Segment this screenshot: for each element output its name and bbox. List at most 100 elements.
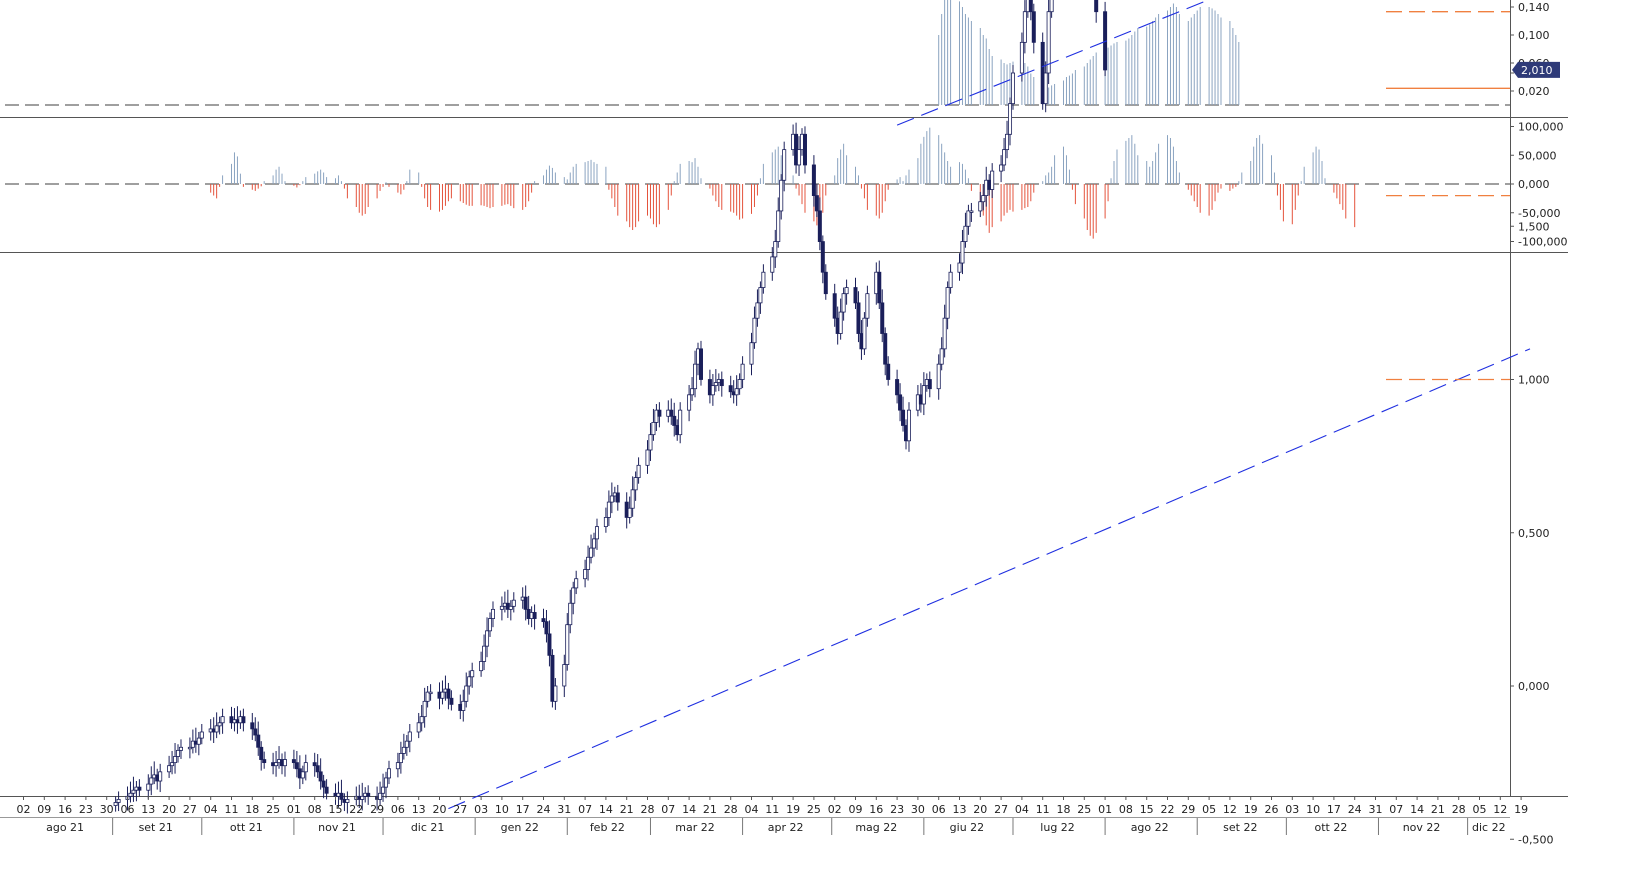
candle-body <box>511 599 516 607</box>
price-panel <box>113 0 1108 814</box>
candle-body <box>422 700 427 718</box>
candle-body <box>669 409 674 417</box>
x-day-label: 25 <box>807 803 821 816</box>
x-day-label: 09 <box>37 803 51 816</box>
candle-body <box>945 287 950 319</box>
x-day-label: 15 <box>329 803 343 816</box>
candle-body <box>921 385 926 405</box>
x-day-label: 07 <box>661 803 675 816</box>
oscillator-y-tick-label: 0,000 <box>1518 178 1550 191</box>
candle-body <box>395 762 400 770</box>
candle-body <box>256 734 261 748</box>
x-day-label: 02 <box>17 803 31 816</box>
x-day-label: 13 <box>141 803 155 816</box>
candle-body <box>678 409 683 436</box>
x-day-label: 21 <box>1431 803 1445 816</box>
candle-body <box>898 394 903 411</box>
candle-body <box>568 602 573 626</box>
x-day-label: 06 <box>932 803 946 816</box>
candle-body <box>262 759 267 764</box>
x-day-label: 30 <box>911 803 925 816</box>
candle-body <box>1049 0 1054 13</box>
middle-oscillator-panel <box>5 127 1510 239</box>
candle-body <box>339 792 344 800</box>
candle-body <box>187 746 192 750</box>
x-month-label: dic 22 <box>1472 821 1506 834</box>
candle-body <box>381 786 386 794</box>
candle-body <box>960 241 965 264</box>
candle-body <box>657 409 662 417</box>
candle-body <box>137 786 142 791</box>
candle-body <box>312 762 317 767</box>
candle-body <box>508 605 513 610</box>
x-day-label: 08 <box>308 803 322 816</box>
candle-body <box>817 210 822 242</box>
candle-body <box>217 722 222 727</box>
x-day-label: 29 <box>1181 803 1195 816</box>
x-day-label: 06 <box>391 803 405 816</box>
x-day-label: 10 <box>495 803 509 816</box>
candle-body <box>672 415 677 426</box>
candle-body <box>428 691 433 695</box>
x-day-label: 12 <box>1493 803 1507 816</box>
candle-body <box>782 149 787 181</box>
x-day-label: 04 <box>1015 803 1029 816</box>
candle-body <box>1019 41 1024 74</box>
candle-body <box>291 759 296 764</box>
candle-body <box>627 507 632 518</box>
candle-body <box>282 759 287 767</box>
candle-body <box>877 271 882 304</box>
candle-body <box>838 311 843 334</box>
x-day-label: 08 <box>1119 803 1133 816</box>
oscillator-y-tick-label: 50,000 <box>1518 149 1557 162</box>
x-day-label: 19 <box>1514 803 1528 816</box>
candle-body <box>398 753 403 764</box>
candle-body <box>318 771 323 782</box>
price-y-tick-label: 1,500 <box>1518 220 1550 233</box>
candle-body <box>241 716 246 724</box>
candle-body <box>214 725 219 733</box>
upper-channel-line <box>896 0 1210 126</box>
candle-body <box>345 799 350 803</box>
candle-body <box>752 317 757 344</box>
candle-body <box>178 746 183 751</box>
candle-body <box>978 201 983 212</box>
candle-body <box>479 661 484 672</box>
x-day-label: 24 <box>1348 803 1362 816</box>
candle-body <box>740 363 745 380</box>
candle-body <box>553 685 558 702</box>
x-day-label: 16 <box>869 803 883 816</box>
x-month-label: dic 21 <box>411 821 445 834</box>
candle-body <box>880 302 885 334</box>
x-day-label: 17 <box>516 803 530 816</box>
candle-body <box>467 676 472 687</box>
x-day-label: 12 <box>1223 803 1237 816</box>
candle-body <box>814 195 819 212</box>
candle-body <box>583 569 588 580</box>
candle-body <box>176 749 181 757</box>
candle-body <box>966 210 971 227</box>
x-day-label: 11 <box>1036 803 1050 816</box>
top-y-tick-label: 0,140 <box>1518 1 1550 14</box>
candle-body <box>901 409 906 426</box>
candle-body <box>470 670 475 678</box>
candle-body <box>1031 11 1036 43</box>
x-day-label: 31 <box>1369 803 1383 816</box>
x-month-label: nov 22 <box>1403 821 1441 834</box>
x-month-label: feb 22 <box>590 821 625 834</box>
candle-body <box>942 317 947 350</box>
x-day-label: 04 <box>204 803 218 816</box>
candle-body <box>589 547 594 558</box>
x-day-label: 17 <box>1327 803 1341 816</box>
candle-body <box>128 792 133 797</box>
x-day-label: 18 <box>1057 803 1071 816</box>
candle-body <box>948 271 953 288</box>
candle-body <box>906 409 911 442</box>
candle-body <box>565 624 570 665</box>
candle-body <box>603 517 608 528</box>
candle-body <box>630 489 635 509</box>
candle-body <box>485 630 490 647</box>
x-day-label: 20 <box>973 803 987 816</box>
x-day-label: 06 <box>121 803 135 816</box>
candle-body <box>1002 149 1007 166</box>
